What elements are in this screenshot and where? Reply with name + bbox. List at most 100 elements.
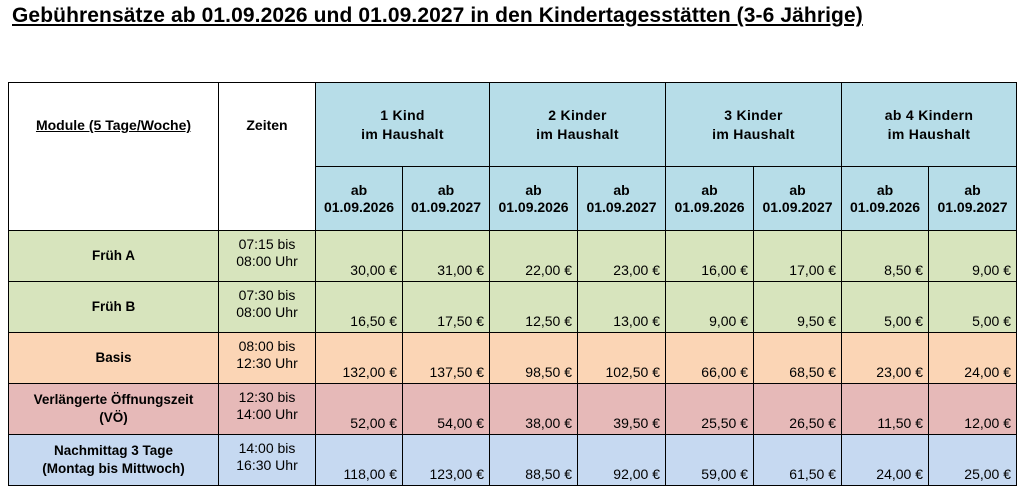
fee-cell: 9,00 € [665,281,754,333]
date-header-cell: ab 01.09.2026 [841,166,929,231]
date-header-line2: 01.09.2027 [937,198,1008,215]
module-name-sub: (Montag bis Mittwoch) [42,461,185,476]
fee-cell: 59,00 € [665,434,754,486]
fee-cell: 31,00 € [402,230,490,282]
time-text: 12:30 Uhr [236,355,298,371]
fee-cell: 25,00 € [928,434,1017,486]
group-header-row: Module (5 Tage/Woche) Zeiten 1 Kind im H… [8,82,1017,231]
fee-cell: 118,00 € [315,434,403,486]
header-module: Module (5 Tage/Woche) [35,117,192,133]
time-text: 12:30 bis [238,389,296,405]
fee-cell: 88,50 € [489,434,578,486]
header-zeiten: Zeiten [246,117,288,133]
fee-cell: 26,50 € [753,383,842,435]
fee-cell: 23,00 € [841,332,929,384]
fee-cell: 16,00 € [665,230,754,282]
time-text: 14:00 Uhr [236,406,298,422]
date-header-line2: 01.09.2026 [323,198,395,215]
fee-cell: 24,00 € [928,332,1017,384]
fee-table: Module (5 Tage/Woche) Zeiten 1 Kind im H… [8,82,1017,486]
fee-cell: 52,00 € [315,383,403,435]
module-name: Früh A [92,248,135,263]
fee-cell: 123,00 € [402,434,490,486]
fee-cell: 137,50 € [402,332,490,384]
page-title: Gebührensätze ab 01.09.2026 und 01.09.20… [12,4,863,27]
date-header-line1: ab [525,181,542,198]
date-header-line1: ab [350,181,368,198]
date-header-line1: ab [613,181,630,198]
date-header-cell: ab 01.09.2027 [402,166,490,231]
fee-cell: 132,00 € [315,332,403,384]
date-header-line2: 01.09.2026 [849,198,921,215]
fee-cell: 23,00 € [577,230,666,282]
group-header-line1: ab 4 Kindern [884,106,974,123]
fee-cell: 30,00 € [315,230,403,282]
fee-cell: 24,00 € [841,434,929,486]
date-header-line2: 01.09.2027 [762,198,833,215]
fee-cell: 38,00 € [489,383,578,435]
module-name-cell: Verlängerte Öffnungszeit (VÖ) [8,383,219,435]
fee-cell: 54,00 € [402,383,490,435]
module-name: Früh B [91,299,136,314]
fee-cell: 66,00 € [665,332,754,384]
date-header-line2: 01.09.2027 [586,198,657,215]
date-header-line1: ab [789,181,806,198]
date-header-row: ab 01.09.2026 ab 01.09.2027 ab 01.09.2026 a… [9,166,1017,231]
group-header-2-kinder: 2 Kinder im Haushalt [489,82,666,167]
date-header-cell: ab 01.09.2027 [577,166,666,231]
fee-cell: 92,00 € [577,434,666,486]
group-header-line2: im Haushalt [536,125,619,142]
time-text: 08:00 bis [238,338,296,354]
group-header-line1: 1 Kind [380,106,425,123]
fee-cell: 98,50 € [489,332,578,384]
time-cell: 07:15 bis 08:00 Uhr [218,230,316,282]
time-text: 16:30 Uhr [236,457,298,473]
group-header-3-kinder: 3 Kinder im Haushalt [665,82,842,167]
module-name-cell: Früh A [8,230,219,282]
table-row: Früh A 07:15 bis 08:00 Uhr 30,00 €31,00 €22… [8,230,1017,282]
group-header-1-kind: 1 Kind im Haushalt [315,82,490,167]
date-header-line1: ab [876,181,894,198]
time-text: 08:00 Uhr [236,253,298,269]
group-header-line2: im Haushalt [361,125,444,142]
date-header-cell: ab 01.09.2026 [315,166,403,231]
module-name: Basis [95,350,132,365]
date-header-cell: ab 01.09.2027 [928,166,1017,231]
header-module-cell: Module (5 Tage/Woche) [8,82,219,231]
fee-cell: 102,50 € [577,332,666,384]
date-header-cell: ab 01.09.2026 [489,166,578,231]
time-cell: 07:30 bis 08:00 Uhr [218,281,316,333]
group-header-line2: im Haushalt [887,125,971,142]
date-header-line2: 01.09.2026 [674,198,745,215]
module-name: Nachmittag 3 Tage [53,443,174,458]
time-text: 07:15 bis [238,236,296,252]
table-row: Basis 08:00 bis 12:30 Uhr 132,00 €137,50 €9… [8,332,1017,384]
time-text: 14:00 bis [238,440,296,456]
fee-rows: Früh A 07:15 bis 08:00 Uhr 30,00 €31,00 €22… [8,230,1017,486]
group-header-line1: 3 Kinder [724,106,783,123]
date-header-line1: ab [437,181,455,198]
fee-cell: 16,50 € [315,281,403,333]
time-text: 07:30 bis [238,287,296,303]
time-text: 08:00 Uhr [236,304,298,320]
fee-cell: 22,00 € [489,230,578,282]
header-zeiten-cell: Zeiten [218,82,316,231]
date-header-line2: 01.09.2026 [498,198,569,215]
table-row: Früh B 07:30 bis 08:00 Uhr 16,50 €17,50 €12… [8,281,1017,333]
group-header-4-kinder: ab 4 Kindern im Haushalt [841,82,1017,167]
date-header-line1: ab [701,181,718,198]
date-header-cell: ab 01.09.2026 [665,166,754,231]
group-header-line2: im Haushalt [712,125,795,142]
fee-cell: 9,50 € [753,281,842,333]
module-name-sub: (VÖ) [99,410,128,425]
time-cell: 08:00 bis 12:30 Uhr [218,332,316,384]
fee-cell: 13,00 € [577,281,666,333]
group-header-line1: 2 Kinder [548,106,607,123]
module-name-cell: Basis [8,332,219,384]
table-row: Verlängerte Öffnungszeit (VÖ) 12:30 bis 14:… [8,383,1017,435]
module-name-cell: Früh B [8,281,219,333]
module-name: Verlängerte Öffnungszeit [33,392,194,407]
fee-cell: 9,00 € [928,230,1017,282]
fee-cell: 12,50 € [489,281,578,333]
fee-cell: 17,00 € [753,230,842,282]
